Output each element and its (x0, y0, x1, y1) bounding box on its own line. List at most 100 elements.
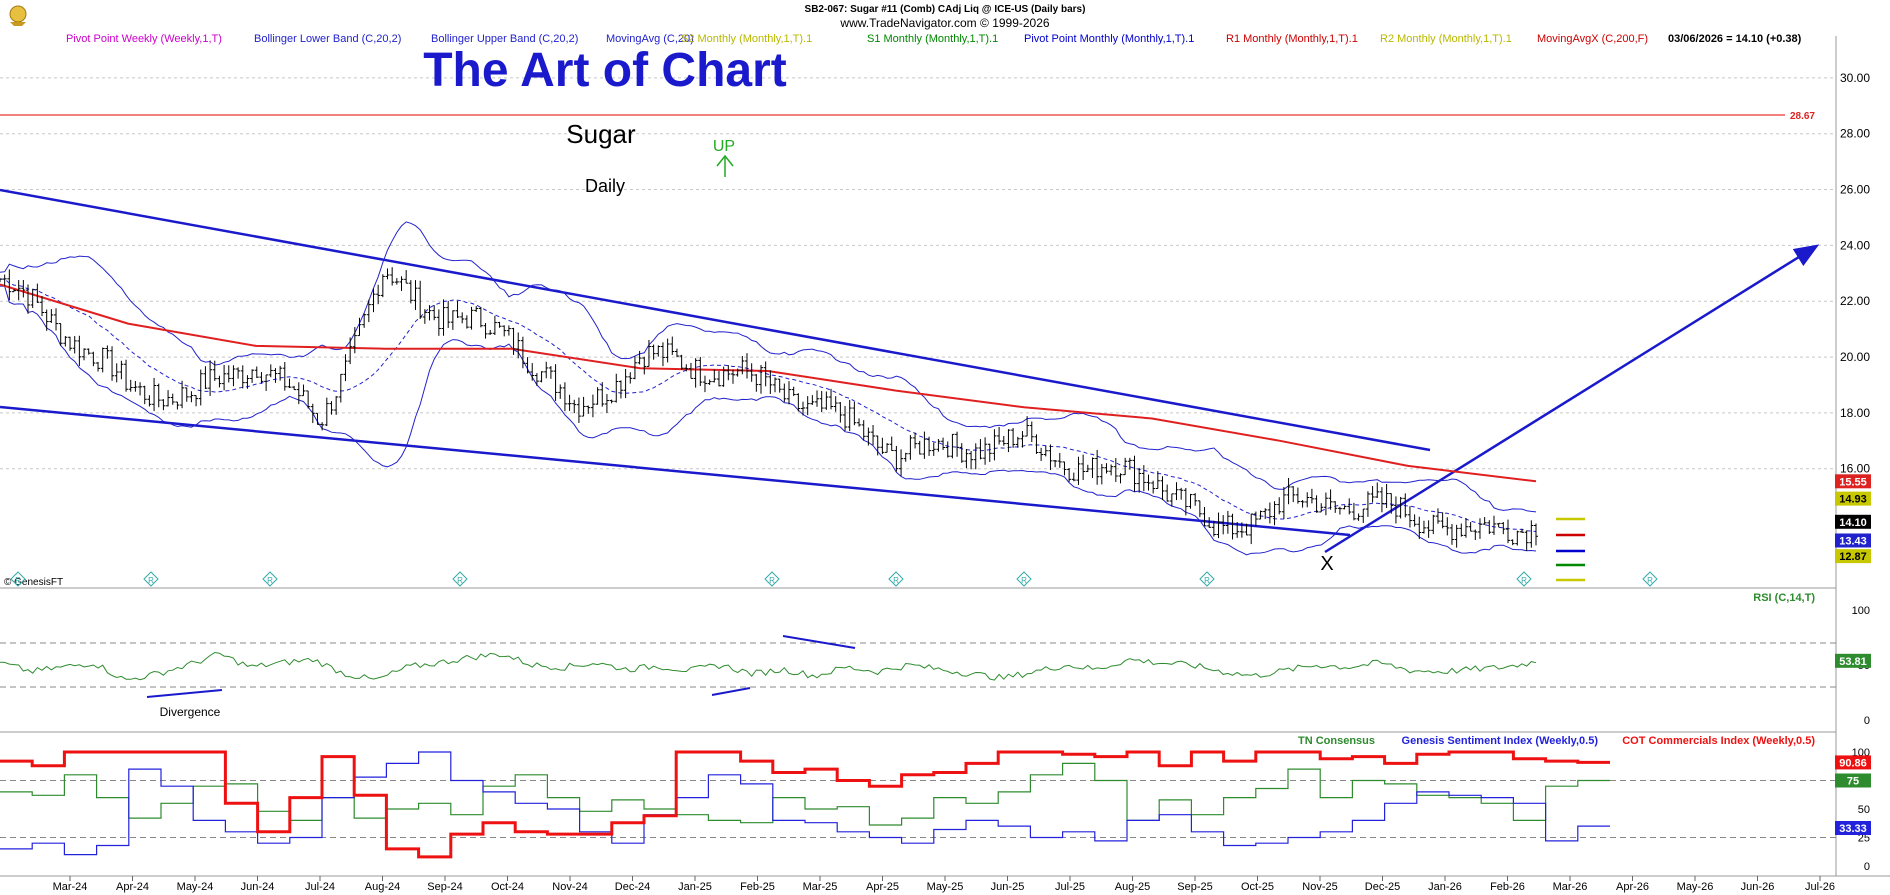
time-tick-label: May-25 (927, 881, 964, 893)
sentiment-title-2: COT Commercials Index (Weekly,0.5) (1622, 735, 1815, 747)
time-tick-label: Nov-24 (552, 881, 587, 893)
ma200-line (0, 283, 1537, 483)
sentiment-tick-label: 25 (1858, 833, 1870, 845)
legend-item-6: Pivot Point Monthly (Monthly,1,T).1 (1024, 33, 1194, 45)
forecast-arrow (1324, 244, 1820, 554)
rsi-tag-box (1835, 653, 1871, 668)
legend-item-1: Bollinger Lower Band (C,20,2) (254, 33, 401, 45)
time-tick-label: Apr-25 (866, 881, 899, 893)
sentiment-tag-label: 75 (1847, 776, 1859, 788)
rsi-tick-label: 0 (1864, 715, 1870, 727)
divergence-label: Divergence (160, 705, 221, 719)
market-label: Sugar (566, 119, 636, 149)
price-tick-label: 28.00 (1840, 127, 1870, 141)
price-tag-box (1835, 491, 1871, 506)
trend-channel (0, 188, 1820, 554)
sentiment-tag-box (1835, 755, 1871, 770)
price-tick-label: 26.00 (1840, 183, 1870, 197)
legend-item-4: S2 Monthly (Monthly,1,T).1 (681, 33, 812, 45)
sentiment-tag-box (1835, 773, 1871, 788)
r-marker (452, 571, 468, 587)
channel-upper-line (0, 188, 1431, 452)
price-tick-label: 30.00 (1840, 71, 1870, 85)
price-tick-label: 22.00 (1840, 294, 1870, 308)
time-tick-label: Jul-24 (305, 881, 335, 893)
big-title: The Art of Chart (423, 44, 787, 97)
r-marker-label: R (769, 576, 775, 585)
reference-line-28-67: 28.67 (0, 111, 1815, 122)
r-marker-label: R (1647, 576, 1653, 585)
time-tick-label: Mar-26 (1553, 881, 1588, 893)
copyright-text: www.TradeNavigator.com © 1999-2026 (839, 16, 1049, 30)
timeframe-label: Daily (585, 176, 625, 196)
sentiment-title-1: Genesis Sentiment Index (Weekly,0.5) (1402, 735, 1599, 747)
r-marker-label: R (15, 576, 21, 585)
legend-row: Pivot Point Weekly (Weekly,1,T) Bollinger… (66, 33, 1802, 45)
r-marker-label: R (457, 576, 463, 585)
price-tick-label: 18.00 (1840, 406, 1870, 420)
r-marker (1199, 571, 1215, 587)
time-axis: Mar-24 Apr-24 May-24 Jun-24 Jul-24 Aug-24 Sep-… (53, 876, 1835, 893)
legend-item-0: Pivot Point Weekly (Weekly,1,T) (66, 33, 222, 45)
r-marker (262, 571, 278, 587)
price-tag-label: 13.43 (1839, 535, 1867, 547)
bollinger-bands (0, 221, 1537, 556)
reference-line-label: 28.67 (1790, 111, 1815, 122)
legend-item-3: MovingAvg (C,20) (606, 33, 694, 45)
time-tick-label: Jun-24 (241, 881, 275, 893)
rsi-series (0, 651, 1537, 681)
r-marker (764, 571, 780, 587)
r-marker (1642, 571, 1658, 587)
trade-navigator-logo (9, 5, 27, 26)
sentiment-lines (0, 750, 1610, 859)
price-tag-box (1835, 514, 1871, 529)
rsi-grid (0, 642, 1836, 688)
r-marker-label: R (893, 576, 899, 585)
time-tick-label: Sep-24 (427, 881, 462, 893)
up-arrow-icon (716, 154, 734, 177)
time-tick-label: Jun-25 (991, 881, 1025, 893)
rsi-tag-label: 53.81 (1839, 656, 1867, 668)
price-tags: 15.55 14.93 14.10 13.43 12.87 (1835, 474, 1871, 564)
sentiment-series-2 (0, 750, 1610, 859)
r-marker-label: R (1204, 576, 1210, 585)
sentiment-tick-label: 0 (1864, 861, 1870, 873)
sentiment-tick-label: 50 (1858, 804, 1870, 816)
genesis-label: © GenesisFT (4, 577, 63, 588)
time-tick-label: Jul-25 (1055, 881, 1085, 893)
moving-average-20 (0, 278, 1537, 532)
r-marker (1016, 571, 1032, 587)
bollinger-upper (0, 221, 1537, 513)
time-tick-label: Aug-25 (1115, 881, 1150, 893)
price-grid (0, 77, 1836, 470)
bollinger-lower (0, 285, 1537, 556)
legend-item-8: R2 Monthly (Monthly,1,T).1 (1380, 33, 1512, 45)
pane-borders (0, 36, 1890, 877)
price-tick-label: 20.00 (1840, 350, 1870, 364)
sentiment-title-0: TN Consensus (1298, 735, 1375, 747)
sentiment-titles: TN Consensus Genesis Sentiment Index (Wee… (1298, 735, 1815, 747)
time-tick-label: Feb-26 (1490, 881, 1525, 893)
r-marker (1516, 571, 1532, 587)
time-tick-label: Nov-25 (1302, 881, 1337, 893)
price-tag-label: 15.55 (1839, 476, 1867, 488)
r-marker (143, 571, 159, 587)
sentiment-tag-box (1835, 821, 1871, 836)
legend-item-7: R1 Monthly (Monthly,1,T).1 (1226, 33, 1358, 45)
channel-lower-line (0, 405, 1351, 537)
signal-up-label: UP (713, 138, 735, 155)
legend-item-10: 03/06/2026 = 14.10 (+0.38) (1668, 33, 1802, 45)
sentiment-tag-label: 33.33 (1839, 823, 1867, 835)
price-tick-label: 16.00 (1840, 462, 1870, 476)
r-marker-label: R (267, 576, 273, 585)
time-tick-label: Mar-25 (803, 881, 838, 893)
time-tick-label: Sep-25 (1177, 881, 1212, 893)
sentiment-tags: 90.86 75 33.33 (1835, 755, 1871, 836)
rsi-title: RSI (C,14,T) (1753, 592, 1815, 604)
legend-item-2: Bollinger Upper Band (C,20,2) (431, 33, 578, 45)
time-tick-label: Mar-24 (53, 881, 88, 893)
r-marker-label: R (1521, 576, 1527, 585)
time-tick-label: Oct-25 (1241, 881, 1274, 893)
time-tick-label: Feb-25 (740, 881, 775, 893)
